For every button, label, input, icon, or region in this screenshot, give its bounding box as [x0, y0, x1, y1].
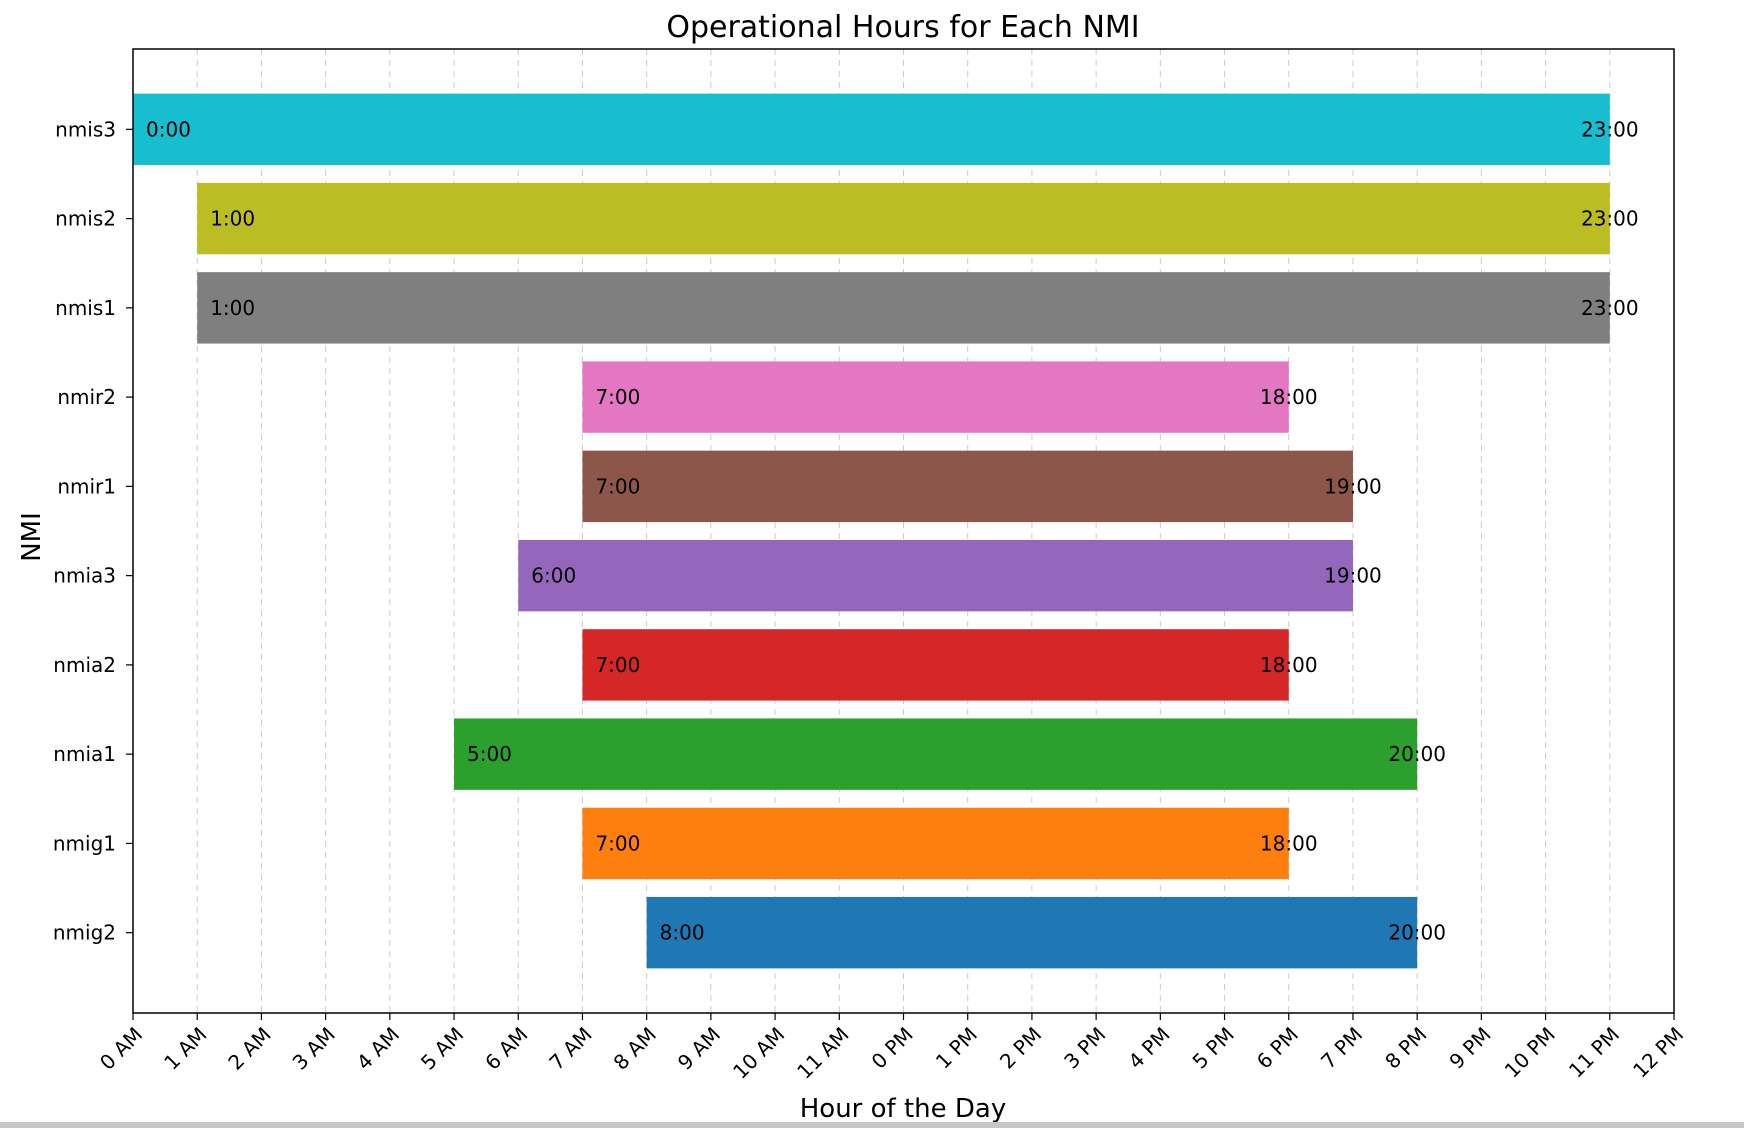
- window-bottom-edge: [0, 1122, 1744, 1128]
- bar-nmis2: [197, 182, 1610, 255]
- bar-start-label: 8:00: [660, 921, 705, 945]
- bar-nmia2: [582, 629, 1289, 701]
- bar-labels: 8:00 20:00 7:00 18:00 5:00 20:00 7:00 18:00 6:00…: [146, 117, 1639, 944]
- x-tick-label: 2 PM: [995, 1022, 1046, 1073]
- x-axis-label: Hour of the Day: [800, 1094, 1007, 1124]
- x-tick-label: 5 AM: [416, 1022, 468, 1074]
- bar-nmir2: [582, 361, 1289, 433]
- bar-start-label: 6:00: [531, 564, 576, 588]
- x-tick-label: 10 PM: [1500, 1022, 1560, 1082]
- x-tick-label: 10 AM: [728, 1022, 789, 1083]
- bar-start-label: 7:00: [595, 653, 640, 677]
- x-tick-label: 4 PM: [1123, 1022, 1174, 1073]
- y-axis-label: NMI: [17, 512, 47, 562]
- bar-end-label: 19:00: [1324, 564, 1382, 588]
- bar-end-label: 18:00: [1260, 831, 1318, 855]
- bar-end-label: 23:00: [1581, 296, 1639, 320]
- y-axis-ticks: nmig2 nmig1 nmia1 nmia2 nmia3 nmir1 nmir2 nmis1…: [53, 117, 133, 945]
- y-tick-label: nmig1: [53, 831, 116, 855]
- y-tick-label: nmis3: [55, 117, 116, 141]
- bar-end-label: 18:00: [1260, 653, 1318, 677]
- bar-start-label: 1:00: [210, 296, 255, 320]
- x-tick-label: 1 PM: [931, 1022, 982, 1073]
- y-tick-label: nmia3: [53, 564, 116, 588]
- y-tick-label: nmig2: [53, 921, 116, 945]
- x-tick-label: 8 AM: [609, 1022, 661, 1074]
- x-tick-label: 7 PM: [1316, 1022, 1367, 1073]
- x-tick-label: 0 PM: [867, 1022, 918, 1073]
- bar-nmig1: [582, 807, 1289, 880]
- bar-nmia1: [454, 718, 1418, 790]
- y-tick-label: nmis2: [55, 207, 116, 231]
- x-tick-label: 7 AM: [544, 1022, 596, 1074]
- bar-start-label: 7:00: [595, 831, 640, 855]
- x-tick-label: 0 AM: [95, 1022, 147, 1074]
- y-tick-label: nmir2: [57, 385, 116, 409]
- bar-start-label: 7:00: [595, 385, 640, 409]
- bar-end-label: 20:00: [1388, 742, 1446, 766]
- x-tick-label: 5 PM: [1188, 1022, 1239, 1073]
- x-tick-label: 9 AM: [673, 1022, 725, 1074]
- x-tick-label: 11 PM: [1564, 1022, 1624, 1082]
- x-tick-label: 2 AM: [223, 1022, 275, 1074]
- y-tick-label: nmia1: [53, 742, 116, 766]
- x-tick-label: 8 PM: [1380, 1022, 1431, 1073]
- x-tick-label: 12 PM: [1628, 1022, 1688, 1082]
- bar-nmis3: [133, 93, 1610, 166]
- bar-start-label: 5:00: [467, 742, 512, 766]
- bar-end-label: 18:00: [1260, 385, 1318, 409]
- x-tick-label: 11 AM: [792, 1022, 853, 1083]
- y-tick-label: nmia2: [53, 653, 116, 677]
- x-tick-label: 9 PM: [1444, 1022, 1495, 1073]
- bar-nmir1: [582, 450, 1353, 523]
- bar-nmig2: [646, 896, 1418, 969]
- bar-end-label: 23:00: [1581, 207, 1639, 231]
- y-tick-label: nmis1: [55, 296, 116, 320]
- bar-end-label: 23:00: [1581, 117, 1639, 141]
- x-axis-ticks: 0 AM 1 AM 2 AM 3 AM 4 AM 5 AM 6 AM 7 AM 8 AM 9 AM…: [95, 1013, 1688, 1084]
- bar-nmia3: [518, 539, 1353, 612]
- bar-end-label: 20:00: [1388, 921, 1446, 945]
- x-tick-label: 6 AM: [480, 1022, 532, 1074]
- x-tick-label: 6 PM: [1252, 1022, 1303, 1073]
- bar-start-label: 0:00: [146, 117, 191, 141]
- y-tick-label: nmir1: [57, 474, 116, 498]
- x-tick-label: 3 PM: [1059, 1022, 1110, 1073]
- bar-nmis1: [197, 272, 1610, 344]
- x-tick-label: 1 AM: [159, 1022, 211, 1074]
- chart-title: Operational Hours for Each NMI: [666, 10, 1139, 45]
- bar-start-label: 7:00: [595, 474, 640, 498]
- x-tick-label: 3 AM: [288, 1022, 340, 1074]
- x-tick-label: 4 AM: [352, 1022, 404, 1074]
- bars: [133, 93, 1610, 969]
- bar-start-label: 1:00: [210, 207, 255, 231]
- bar-end-label: 19:00: [1324, 474, 1382, 498]
